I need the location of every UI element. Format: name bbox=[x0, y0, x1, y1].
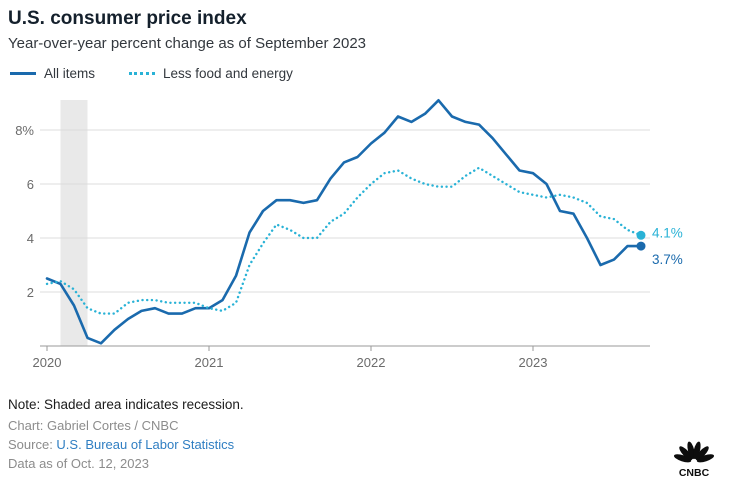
page-subtitle: Year-over-year percent change as of Sept… bbox=[8, 35, 367, 52]
chart-legend: All items Less food and energy bbox=[10, 66, 293, 81]
legend-label-less-food-energy: Less food and energy bbox=[163, 66, 293, 81]
legend-item-all-items: All items bbox=[10, 66, 95, 81]
chart-credit: Chart: Gabriel Cortes / CNBC bbox=[8, 418, 179, 433]
data-as-of: Data as of Oct. 12, 2023 bbox=[8, 456, 149, 471]
source-prefix: Source: bbox=[8, 437, 57, 452]
source-line: Source: U.S. Bureau of Labor Statistics bbox=[8, 436, 244, 454]
legend-swatch-solid-line bbox=[10, 72, 36, 75]
legend-item-less-food-energy: Less food and energy bbox=[129, 66, 293, 81]
cnbc-logo-text: CNBC bbox=[679, 467, 710, 478]
svg-text:2022: 2022 bbox=[357, 355, 386, 370]
svg-text:4: 4 bbox=[27, 231, 34, 246]
recession-note: Note: Shaded area indicates recession. bbox=[8, 397, 244, 412]
svg-text:6: 6 bbox=[27, 177, 34, 192]
cnbc-logo: CNBC bbox=[671, 434, 717, 478]
cnbc-peacock-icon: CNBC bbox=[673, 441, 715, 478]
legend-label-all-items: All items bbox=[44, 66, 96, 81]
source-link[interactable]: U.S. Bureau of Labor Statistics bbox=[56, 437, 235, 452]
page-title: U.S. consumer price index bbox=[8, 8, 247, 29]
svg-text:4.1%: 4.1% bbox=[652, 225, 683, 240]
svg-text:2023: 2023 bbox=[519, 355, 548, 370]
svg-text:8%: 8% bbox=[15, 123, 34, 138]
svg-text:3.7%: 3.7% bbox=[652, 252, 683, 267]
svg-text:2: 2 bbox=[27, 285, 34, 300]
legend-swatch-dotted-line bbox=[129, 72, 156, 75]
footer-notes: Note: Shaded area indicates recession. C… bbox=[8, 396, 244, 474]
cpi-line-chart-svg: 2 4 6 8% 2020 2021 2022 2023 3.7% 4.1% bbox=[15, 99, 683, 370]
svg-text:2021: 2021 bbox=[195, 355, 224, 370]
svg-text:2020: 2020 bbox=[33, 355, 62, 370]
line-chart: 2 4 6 8% 2020 2021 2022 2023 3.7% 4.1% bbox=[0, 98, 733, 376]
